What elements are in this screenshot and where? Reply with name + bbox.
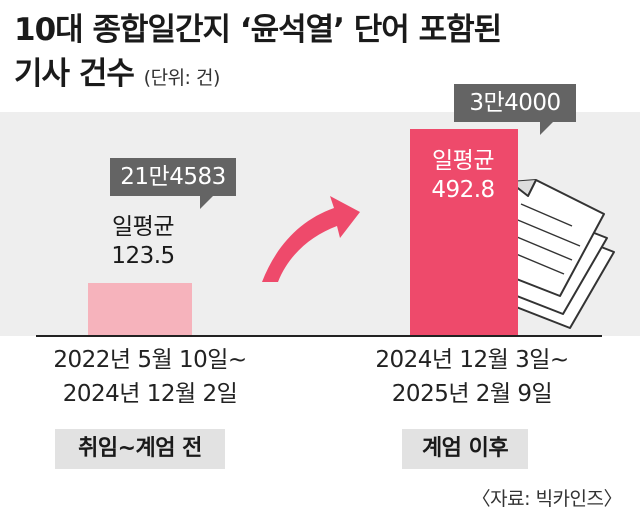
total-callout-pre: 21만4583 — [110, 158, 236, 209]
title-line-2-text: 기사 건수 — [14, 56, 135, 92]
avg-value-pre: 123.5 — [111, 243, 175, 269]
chart-title: 10대 종합일간지 ‘윤석열’ 단어 포함된 기사 건수 (단위: 건) — [14, 8, 502, 100]
period-label-post: 2024년 12월 3일~ 2025년 2월 9일 — [352, 343, 592, 411]
period-end-post: 2025년 2월 9일 — [391, 381, 553, 407]
avg-label-pre: 일평균 123.5 — [88, 213, 198, 271]
category-tag-pre: 취임~계엄 전 — [55, 429, 225, 469]
bar-pre-martial-law — [88, 283, 192, 335]
category-tag-post: 계엄 이후 — [402, 429, 528, 469]
trend-arrow-icon — [262, 196, 360, 282]
avg-label-post: 일평균 492.8 — [412, 147, 514, 205]
period-start-post: 2024년 12월 3일~ — [375, 347, 569, 373]
avg-name-pre: 일평균 — [112, 214, 174, 240]
source-label: 〈자료: 빅카인즈〉 — [471, 488, 623, 510]
period-end-pre: 2024년 12월 2일 — [62, 381, 238, 407]
period-label-pre: 2022년 5월 10일~ 2024년 12월 2일 — [30, 343, 270, 411]
total-callout-post: 3만4000 — [454, 84, 576, 135]
avg-name-post: 일평균 — [432, 148, 494, 174]
avg-value-post: 492.8 — [431, 177, 495, 203]
baseline — [36, 335, 602, 337]
bar-post-martial-law — [410, 129, 518, 335]
title-line-2: 기사 건수 (단위: 건) — [14, 52, 501, 100]
title-line-1: 10대 종합일간지 ‘윤석열’ 단어 포함된 — [14, 12, 502, 48]
period-start-pre: 2022년 5월 10일~ — [53, 347, 247, 373]
unit-label: (단위: 건) — [143, 67, 221, 89]
